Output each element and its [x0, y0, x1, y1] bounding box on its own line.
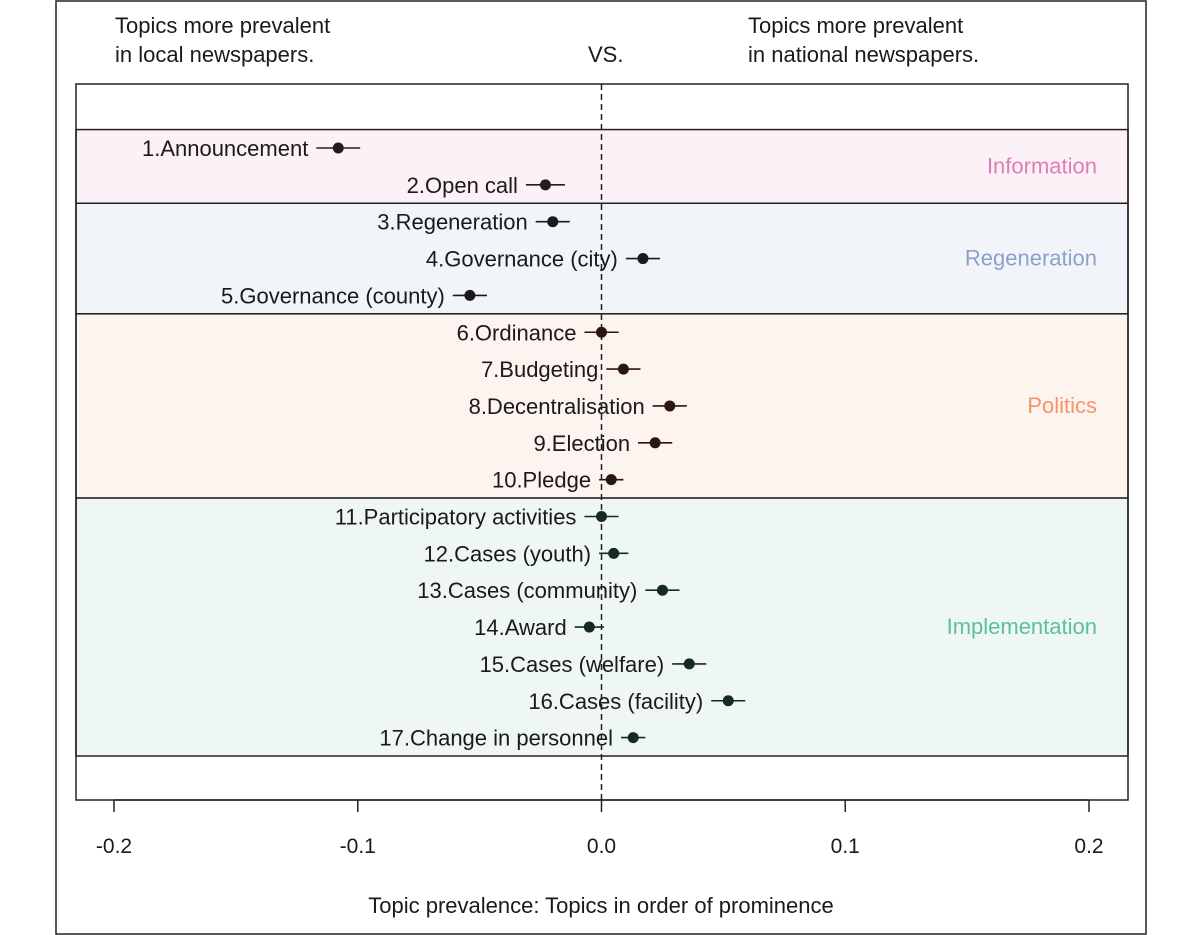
x-axis: -0.2 -0.1 0.0 0.1 0.2 [96, 799, 1104, 858]
topic-label: 3.Regeneration [377, 210, 527, 235]
group-names: Information Regeneration Politics Implement… [947, 153, 1097, 639]
point-estimate [547, 216, 559, 228]
point-estimate [649, 437, 661, 449]
point-estimate [664, 400, 676, 412]
topic-label: 13.Cases (community) [417, 578, 637, 603]
topic-label: 10.Pledge [492, 468, 591, 493]
point-estimate [605, 474, 617, 486]
x-tick-label: -0.2 [96, 835, 132, 858]
topic-label: 4.Governance (city) [426, 247, 618, 272]
header-left-line2: in local newspapers. [115, 42, 314, 67]
point-estimate [627, 732, 639, 744]
topic-label: 17.Change in personnel [379, 726, 613, 751]
topic-marks [316, 142, 746, 744]
point-estimate [332, 142, 344, 154]
topic-label: 1.Announcement [142, 136, 308, 161]
topic-label: 2.Open call [407, 173, 518, 198]
x-tick-label: -0.1 [340, 835, 376, 858]
figure-border [55, 0, 1147, 935]
topic-label: 12.Cases (youth) [424, 541, 592, 566]
point-estimate [617, 363, 629, 375]
point-estimate [722, 695, 734, 707]
group-name: Information [987, 153, 1097, 178]
topic-label: 11.Participatory activities [335, 505, 577, 530]
topic-label: 15.Cases (welfare) [480, 652, 665, 677]
point-estimate [608, 547, 620, 559]
topic-label: 6.Ordinance [457, 320, 577, 345]
topic-label: 5.Governance (county) [221, 283, 445, 308]
point-estimate [596, 511, 607, 522]
topic-label: 9.Election [533, 431, 630, 456]
x-tick-label: 0.1 [831, 835, 860, 858]
header-right-line2: in national newspapers. [748, 42, 979, 67]
topic-label: 14.Award [474, 615, 567, 640]
point-estimate [656, 584, 668, 596]
x-tick-label: 0.2 [1074, 835, 1103, 858]
x-axis-label: Topic prevalence: Topics in order of pro… [368, 893, 834, 918]
group-name: Implementation [947, 614, 1097, 639]
header-center: VS. [588, 42, 623, 67]
point-estimate [596, 326, 607, 338]
point-estimate [637, 253, 649, 265]
topic-label: 7.Budgeting [481, 357, 598, 382]
topic-label: 16.Cases (facility) [528, 689, 703, 714]
group-name: Politics [1027, 393, 1097, 418]
header-left-line1: Topics more prevalent [115, 13, 330, 38]
point-estimate [464, 289, 476, 301]
point-estimate [583, 621, 595, 633]
header-right-line1: Topics more prevalent [748, 13, 963, 38]
group-name: Regeneration [965, 246, 1097, 271]
topic-label: 8.Decentralisation [469, 394, 645, 419]
topic-labels: 1.Announcement 2.Open call 3.Regeneration 4… [142, 136, 703, 751]
point-estimate [683, 658, 695, 670]
x-tick-label: 0.0 [587, 835, 616, 858]
point-estimate [539, 179, 551, 191]
